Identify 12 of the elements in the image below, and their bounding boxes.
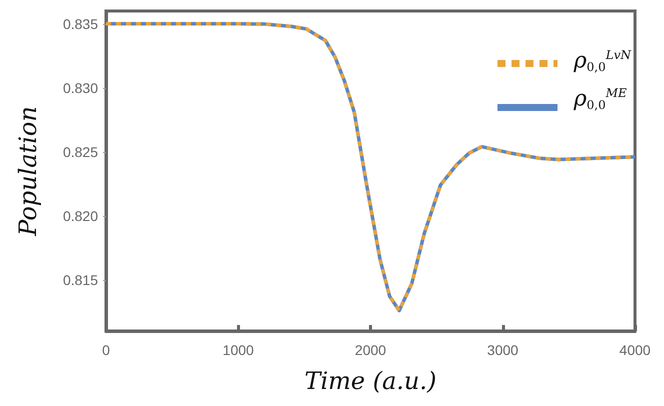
x-tick-label: 3000	[487, 342, 519, 358]
y-tick-label: 0.825	[62, 144, 98, 160]
x-tick-label: 1000	[222, 342, 254, 358]
y-tick-label: 0.815	[62, 272, 98, 288]
x-axis-title: Time (a.u.)	[304, 367, 437, 395]
y-tick-label: 0.830	[62, 80, 98, 96]
y-axis-title: Population	[14, 106, 42, 237]
y-tick-label: 0.820	[62, 208, 98, 224]
y-tick-label: 0.835	[62, 16, 98, 32]
x-tick-label: 2000	[354, 342, 386, 358]
x-tick-label: 4000	[619, 342, 651, 358]
x-tick-label: 0	[102, 342, 110, 358]
